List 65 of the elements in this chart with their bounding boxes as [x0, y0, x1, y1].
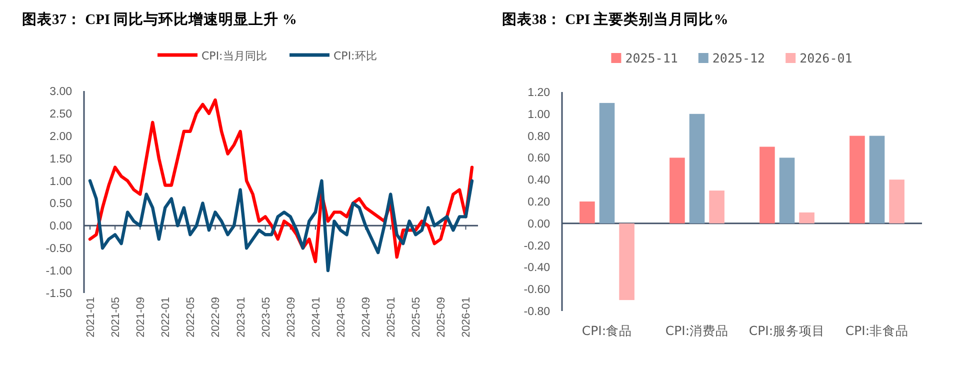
y-tick-label: -0.20 [524, 240, 550, 252]
legend-label: 2025-12 [712, 50, 766, 66]
legend-item: CPI:当月同比 [158, 50, 267, 62]
y-tick-label: -1.00 [46, 266, 72, 278]
x-tick-label: 2025-05 [410, 297, 423, 338]
y-tick-label: 2.00 [50, 130, 72, 143]
x-tick-label: 2023-09 [285, 297, 298, 338]
x-tick-label: 2022-01 [160, 297, 172, 338]
y-tick-label: 1.20 [528, 87, 550, 99]
y-tick-label: -1.50 [46, 288, 72, 300]
y-tick-label: 2.50 [50, 108, 72, 120]
y-tick-label: 0.80 [528, 130, 550, 143]
x-tick-label: 2026-01 [460, 297, 473, 338]
bar [689, 114, 705, 224]
y-tick-label: -0.40 [524, 262, 550, 274]
x-tick-label: 2024-09 [360, 297, 373, 338]
x-tick-label: 2021-01 [85, 297, 97, 338]
x-tick-label: 2021-05 [110, 297, 122, 338]
legend-item: 2026-01 [786, 50, 852, 66]
y-tick-label: 0.20 [528, 196, 550, 208]
bar [619, 223, 634, 300]
x-tick-label: CPI:消费品 [665, 323, 729, 338]
x-tick-label: 2022-09 [210, 297, 222, 338]
x-tick-label: CPI:非食品 [845, 323, 909, 338]
x-tick-label: 2021-09 [135, 297, 148, 338]
bar [760, 146, 775, 224]
chart-title: 图表38： CPI 主要类别当月同比% [502, 10, 728, 28]
y-tick-label: 1.00 [528, 108, 550, 121]
legend-label: 2026-01 [800, 50, 852, 66]
bar [779, 158, 795, 224]
bar [709, 190, 724, 224]
legend-label: CPI:当月同比 [202, 50, 267, 62]
y-tick-label: 0.00 [528, 218, 550, 230]
x-tick-label: 2023-05 [260, 297, 272, 338]
y-tick-label: 0.50 [50, 198, 72, 210]
legend-item: 2025-11 [611, 50, 678, 66]
bar [670, 158, 685, 224]
bar [850, 136, 865, 224]
chart-title: 图表37： CPI 同比与环比增速明显上升 % [22, 11, 297, 28]
legend-label: CPI:环比 [334, 50, 377, 62]
bar [869, 136, 885, 224]
x-tick-label: 2025-09 [436, 297, 448, 338]
y-tick-label: -0.80 [524, 306, 550, 318]
x-tick-label: 2025-01 [386, 297, 398, 338]
bar [799, 212, 814, 224]
y-tick-label: -0.50 [46, 243, 72, 256]
x-tick-label: 2022-05 [185, 297, 198, 338]
x-tick-label: CPI:服务项目 [748, 323, 826, 338]
x-tick-label: CPI:食品 [582, 323, 632, 338]
y-tick-label: 0.60 [528, 152, 550, 165]
legend-label: 2025-11 [625, 50, 678, 66]
legend-item: CPI:环比 [290, 50, 377, 62]
y-tick-label: -0.60 [524, 284, 550, 296]
x-tick-label: 2023-01 [235, 297, 248, 338]
bar [599, 102, 615, 224]
legend-item: 2025-12 [698, 50, 766, 66]
x-tick-label: 2024-05 [335, 297, 348, 338]
y-tick-label: 1.50 [50, 153, 72, 166]
y-tick-label: 0.00 [50, 220, 72, 233]
y-tick-label: 1.00 [50, 176, 72, 188]
bar [580, 202, 595, 224]
x-tick-label: 2024-01 [310, 297, 322, 338]
bar [889, 180, 904, 224]
y-tick-label: 0.40 [528, 174, 550, 187]
y-tick-label: 3.00 [50, 86, 72, 98]
